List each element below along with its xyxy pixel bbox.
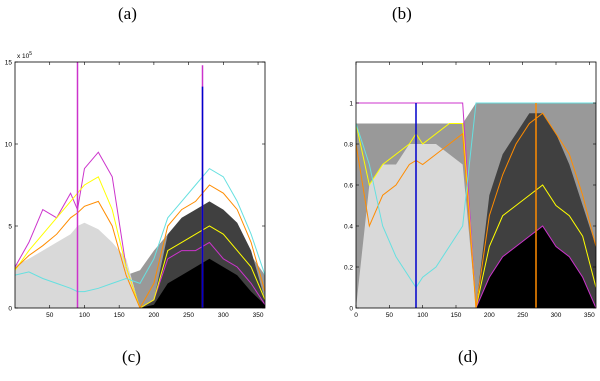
x-tick-label-50-c: 50 bbox=[46, 312, 54, 319]
y-tick-label-0-c: 0 bbox=[8, 305, 12, 312]
line-series-2-c bbox=[15, 176, 265, 308]
x-tick-label-250-c: 250 bbox=[183, 312, 194, 319]
panel-label-c: (c) bbox=[122, 347, 141, 366]
plot-area-d bbox=[356, 102, 596, 308]
y-tick-label-0-d: 0 bbox=[349, 305, 353, 312]
x-tick-label-100-d: 100 bbox=[417, 312, 428, 319]
chart-d: 0 50 100 150 200 250 300 350 0 0.2 0.4 0.6 0.8 1 bbox=[344, 61, 597, 319]
x-tick-label-250-d: 250 bbox=[517, 312, 528, 319]
panel-label-b: (b) bbox=[392, 4, 412, 23]
line-series-3-d bbox=[356, 112, 596, 308]
y-tick-label-0.2-d: 0.2 bbox=[344, 264, 353, 271]
x-tick-label-300-c: 300 bbox=[218, 312, 229, 319]
x-tick-label-100-c: 100 bbox=[79, 312, 90, 319]
chart-c: 50 100 150 200 250 300 350 0 5 10 15 x 105 bbox=[5, 51, 266, 319]
x-tick-label-300-d: 300 bbox=[551, 312, 562, 319]
y-tick-label-0.6-d: 0.6 bbox=[344, 182, 353, 189]
line-series-4-d bbox=[356, 102, 596, 289]
y-tick-label-0.8-d: 0.8 bbox=[344, 141, 353, 148]
line-series-3-c bbox=[15, 184, 265, 308]
y-tick-label-15-c: 15 bbox=[5, 59, 13, 66]
x-tick-label-50-d: 50 bbox=[386, 312, 394, 319]
line-series-4-c bbox=[15, 167, 265, 293]
x-tick-label-200-d: 200 bbox=[484, 312, 495, 319]
y-tick-label-5-c: 5 bbox=[8, 223, 12, 230]
x-tick-label-350-d: 350 bbox=[584, 312, 595, 319]
x-tick-label-200-c: 200 bbox=[148, 312, 159, 319]
y-exponent-sup-c: 5 bbox=[29, 51, 32, 57]
plot-frame-c bbox=[14, 61, 266, 309]
plot-area-c bbox=[15, 62, 265, 308]
x-tick-label-0-d: 0 bbox=[354, 312, 358, 319]
x-tick-label-150-c: 150 bbox=[114, 312, 125, 319]
y-tick-label-1-d: 1 bbox=[349, 100, 353, 107]
line-series-1-d bbox=[356, 102, 596, 308]
y-tick-label-10-c: 10 bbox=[5, 141, 13, 148]
panel-label-d: (d) bbox=[458, 347, 478, 366]
y-tick-label-0.4-d: 0.4 bbox=[344, 223, 353, 230]
y-exponent-label-c: x 105 bbox=[17, 51, 32, 60]
x-tick-label-350-c: 350 bbox=[253, 312, 264, 319]
panel-label-a: (a) bbox=[118, 4, 137, 23]
x-tick-label-150-d: 150 bbox=[451, 312, 462, 319]
